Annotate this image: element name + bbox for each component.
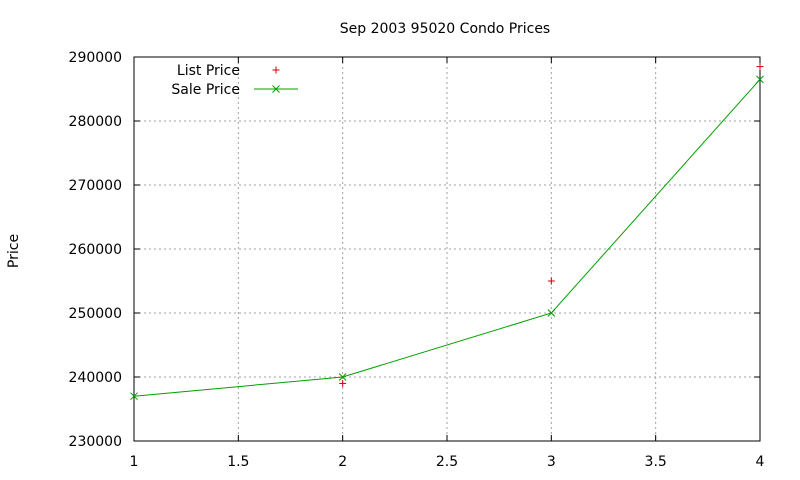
- chart-title: Sep 2003 95020 Condo Prices: [340, 21, 550, 37]
- data-point-list-price: [756, 63, 764, 71]
- x-tick-label: 3: [547, 454, 556, 470]
- y-tick-label: 270000: [69, 178, 122, 194]
- series: [130, 63, 764, 401]
- x-tick-label: 1.5: [227, 454, 249, 470]
- x-tick-label: 2: [338, 454, 347, 470]
- y-tick-label: 230000: [69, 434, 122, 450]
- x-tick-label: 2.5: [436, 454, 458, 470]
- series-sale-price: [130, 75, 764, 401]
- series-line-sale-price: [133, 79, 761, 397]
- legend-label: List Price: [177, 63, 240, 79]
- y-tick-label: 250000: [69, 306, 122, 322]
- data-point-sale-price: [338, 373, 347, 381]
- legend-marker: [272, 85, 280, 93]
- data-point-sale-price: [547, 309, 556, 317]
- y-tick-label: 260000: [69, 242, 122, 258]
- legend-label: Sale Price: [171, 82, 240, 98]
- grid-lines: [134, 57, 760, 441]
- legend-item-sale-price: Sale Price: [171, 82, 298, 98]
- x-tick-label: 4: [756, 454, 765, 470]
- data-point-sale-price: [756, 75, 764, 84]
- data-point-list-price: [547, 277, 555, 285]
- y-tick-label: 290000: [69, 50, 122, 66]
- y-tick-label: 240000: [69, 370, 122, 386]
- legend: List Price Sale Price: [171, 63, 298, 98]
- legend-item-list-price: List Price: [177, 63, 280, 79]
- y-axis-label: Price: [6, 234, 22, 268]
- legend-marker: [272, 66, 280, 74]
- y-tick-label: 280000: [69, 114, 122, 130]
- data-point-list-price: [339, 379, 347, 387]
- axis-ticks: 1 1.5 2 2.5 3 3.5 4 230000 240000 250000 260000 270…: [69, 50, 765, 470]
- series-list-price: [339, 63, 764, 387]
- x-tick-label: 1: [130, 454, 139, 470]
- x-tick-label: 3.5: [645, 454, 667, 470]
- data-point-sale-price: [130, 392, 138, 401]
